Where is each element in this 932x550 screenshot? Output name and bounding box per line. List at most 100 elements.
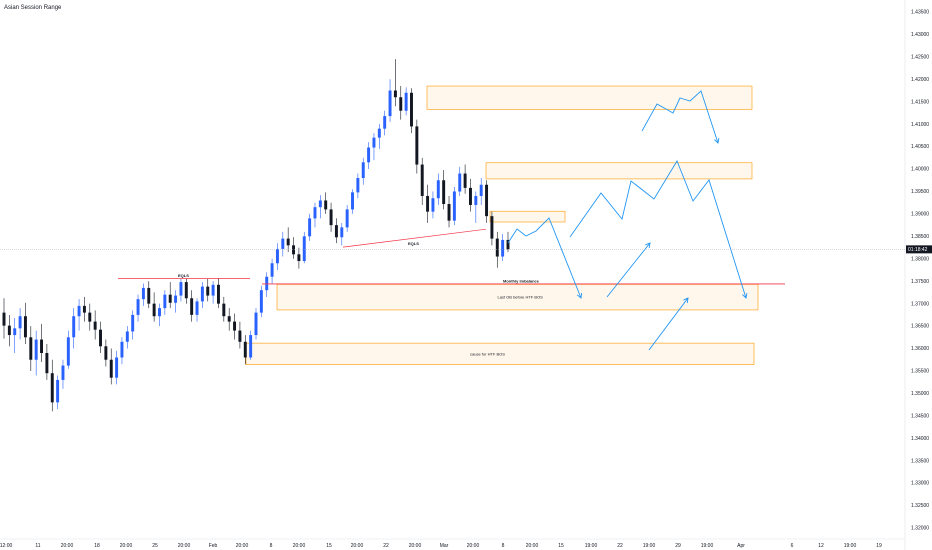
order-block-zone xyxy=(276,284,759,311)
eqls-label: EQLS xyxy=(408,241,419,246)
candle-body xyxy=(501,239,505,257)
price-tick-label: 1.40000 xyxy=(911,167,929,173)
candle-body xyxy=(211,284,215,296)
candle-body xyxy=(45,353,49,374)
candle-body xyxy=(61,365,65,380)
candle-body xyxy=(308,218,312,237)
price-tick-label: 1.41500 xyxy=(911,99,929,105)
candle-body xyxy=(313,207,317,219)
projection-arrowhead xyxy=(714,138,720,144)
time-tick-label: 19:00 xyxy=(643,543,656,549)
time-tick-label: 22 xyxy=(617,543,623,549)
time-tick-label: 15 xyxy=(326,543,332,549)
projection-path xyxy=(641,90,719,144)
time-tick-label: 20:00 xyxy=(293,543,306,549)
candle-body xyxy=(463,173,467,188)
candle-body xyxy=(109,359,113,378)
monthly-imbalance-label: Monthly imbalance xyxy=(503,278,540,283)
time-tick-label: 20:00 xyxy=(526,543,539,549)
candle-body xyxy=(270,263,274,277)
candle-body xyxy=(490,216,494,239)
candle-body xyxy=(275,248,279,264)
candle-body xyxy=(29,337,33,360)
price-tick-label: 1.43000 xyxy=(911,32,929,38)
candle-body xyxy=(286,238,290,246)
candle-body xyxy=(442,180,446,205)
price-tick-label: 1.42000 xyxy=(911,77,929,83)
time-tick-label: 20:00 xyxy=(236,543,249,549)
projection-arrowhead xyxy=(683,297,689,304)
candle-body xyxy=(506,239,510,250)
candle-body xyxy=(115,357,119,378)
order-block-zone xyxy=(489,210,566,223)
eqls-label: EQLS xyxy=(178,273,189,278)
candle-body xyxy=(431,198,435,212)
candle-body xyxy=(141,287,145,300)
candle-body xyxy=(383,116,387,129)
price-tick-label: 1.36500 xyxy=(911,324,929,330)
candle-body xyxy=(324,200,328,210)
candle-body xyxy=(452,191,456,221)
price-tick-label: 1.34000 xyxy=(911,436,929,442)
price-tick-label: 1.38500 xyxy=(911,234,929,240)
candle-body xyxy=(361,162,365,179)
projection-arrowhead xyxy=(576,292,583,299)
candle-body xyxy=(479,184,483,196)
candle-body xyxy=(259,290,263,313)
candle-body xyxy=(174,295,178,303)
candle-body xyxy=(222,303,226,317)
candle-body xyxy=(404,92,408,111)
zones-layer: Last OB before HTF BOS cause for HTF BOS xyxy=(245,85,759,365)
candle-body xyxy=(351,192,354,210)
projection-path xyxy=(569,159,747,299)
price-tick-label: 1.37500 xyxy=(911,279,929,285)
candle-body xyxy=(168,294,172,303)
projection-path xyxy=(606,242,651,298)
zone-label: Last OB before HTF BOS xyxy=(498,295,544,300)
candle-body xyxy=(318,200,322,208)
candle-body xyxy=(302,236,306,262)
price-axis[interactable]: 1.43500 1.43000 1.42500 1.42000 1.41500 1.410… xyxy=(911,10,929,532)
candle-body xyxy=(93,321,97,330)
projection-arrowhead xyxy=(645,242,651,249)
candle-body xyxy=(18,316,22,329)
price-tick-label: 1.37000 xyxy=(911,301,929,307)
candle-body xyxy=(249,335,253,358)
time-tick-label: Apr xyxy=(737,543,745,549)
time-tick-label: 20:00 xyxy=(61,543,74,549)
candle-body xyxy=(393,90,397,98)
projection-arrowhead xyxy=(742,293,748,299)
time-tick-label: 19:00 xyxy=(701,543,714,549)
candle-body xyxy=(136,299,140,315)
price-tick-label: 1.32500 xyxy=(911,503,929,509)
candle-body xyxy=(410,92,413,127)
candle-body xyxy=(345,209,349,228)
candle-body xyxy=(184,282,188,299)
candle-body xyxy=(474,195,478,205)
time-tick-label: 15 xyxy=(558,543,564,549)
candle-body xyxy=(50,373,54,403)
candle-body xyxy=(179,282,183,296)
price-tick-label: 1.35500 xyxy=(911,369,929,375)
time-tick-label: 20:00 xyxy=(409,543,422,549)
candle-body xyxy=(297,254,301,262)
time-axis[interactable]: 12:00 11 20:00 18 20:00 25 20:00 Feb 20:00 8 20:00… xyxy=(0,543,882,549)
candle-body xyxy=(147,287,151,304)
price-tick-label: 1.42500 xyxy=(911,54,929,60)
price-tick-label: 1.34500 xyxy=(911,413,929,419)
time-tick-label: 18 xyxy=(94,543,100,549)
price-tick-label: 1.32000 xyxy=(911,526,929,532)
candle-body xyxy=(399,97,403,111)
candle-body xyxy=(34,339,38,360)
candle-body xyxy=(468,187,472,205)
candle-body xyxy=(281,238,285,249)
candle-body xyxy=(216,284,220,304)
price-tick-label: 1.40500 xyxy=(911,144,929,150)
order-block-zone xyxy=(485,162,753,180)
eqls-trendline xyxy=(342,228,487,248)
candle-body xyxy=(72,316,76,338)
chart-title: Asian Session Range xyxy=(4,5,62,11)
candle-body xyxy=(131,314,135,332)
time-tick-label: 19 xyxy=(876,543,882,549)
